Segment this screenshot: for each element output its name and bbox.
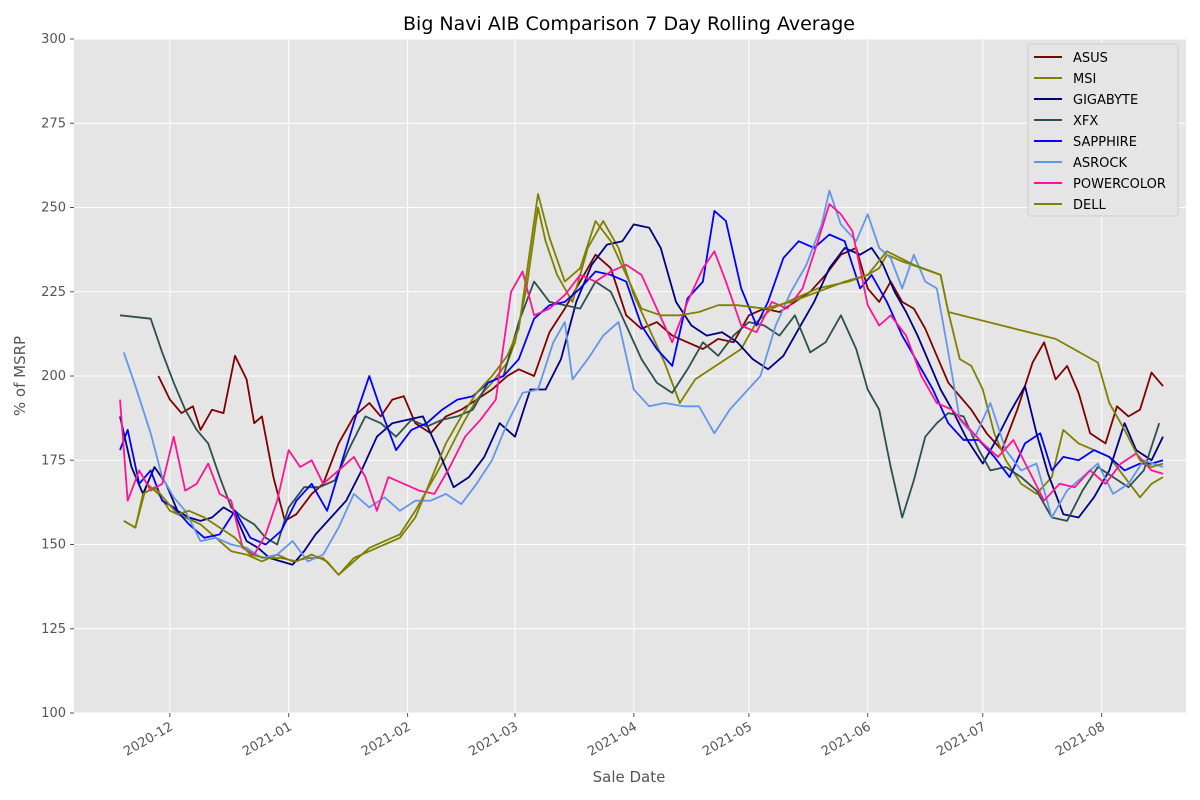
- x-tick-label: 2021-05: [700, 719, 755, 759]
- x-tick-label: 2021-06: [819, 719, 874, 759]
- series-line-asrock: [122, 189, 1164, 563]
- y-tick-label: 200: [41, 369, 66, 384]
- x-tick-label: 2021-08: [1053, 719, 1108, 759]
- legend-label-asrock: ASROCK: [1073, 156, 1127, 171]
- x-tick-label: 2021-04: [585, 719, 640, 759]
- x-tick-label: 2021-02: [359, 719, 414, 759]
- legend-label-xfx: XFX: [1073, 114, 1098, 129]
- legend-items: ASUS MSI GIGABYTE XFX SAPPHIRE ASROCK POWERCOL…: [1034, 51, 1166, 213]
- legend-label-asus: ASUS: [1073, 51, 1108, 66]
- chart-title: Big Navi AIB Comparison 7 Day Rolling Av…: [403, 13, 855, 35]
- y-axis: 100 125 150 175 200 225 250 275 300: [41, 32, 74, 721]
- x-tick-label: 2021-07: [934, 719, 989, 759]
- y-tick-label: 225: [41, 285, 66, 300]
- y-tick-label: 150: [41, 538, 66, 553]
- y-tick-label: 125: [41, 622, 66, 637]
- y-tick-label: 300: [41, 32, 66, 47]
- x-axis: 2020-12 2021-01 2021-02 2021-03 2021-04 2021-…: [121, 713, 1108, 760]
- x-tick-label: 2021-01: [240, 719, 295, 759]
- series-line-xfx: [119, 280, 1161, 546]
- y-tick-label: 175: [41, 453, 66, 468]
- legend-label-powercolor: POWERCOLOR: [1073, 177, 1166, 192]
- y-tick-label: 250: [41, 201, 66, 216]
- series-line-powercolor: [119, 203, 1164, 556]
- series-line-dell: [123, 193, 1164, 576]
- series-lines: [119, 189, 1164, 576]
- legend-box: [1027, 43, 1179, 217]
- y-tick-label: 100: [41, 706, 66, 721]
- x-axis-title: Sale Date: [593, 768, 666, 786]
- y-axis-title: % of MSRP: [11, 336, 29, 416]
- series-line-gigabyte: [119, 223, 1164, 566]
- x-tick-label: 2021-03: [466, 719, 521, 759]
- legend-label-msi: MSI: [1073, 72, 1096, 87]
- legend-label-sapphire: SAPPHIRE: [1073, 135, 1137, 150]
- x-tick-label: 2020-12: [121, 719, 176, 759]
- series-line-sapphire: [119, 209, 1164, 546]
- legend-label-gigabyte: GIGABYTE: [1073, 93, 1138, 108]
- y-tick-label: 275: [41, 116, 66, 131]
- series-line-asus: [157, 246, 1164, 522]
- legend: ASUS MSI GIGABYTE XFX SAPPHIRE ASROCK POWERCOL…: [1027, 43, 1179, 217]
- legend-label-dell: DELL: [1073, 198, 1106, 213]
